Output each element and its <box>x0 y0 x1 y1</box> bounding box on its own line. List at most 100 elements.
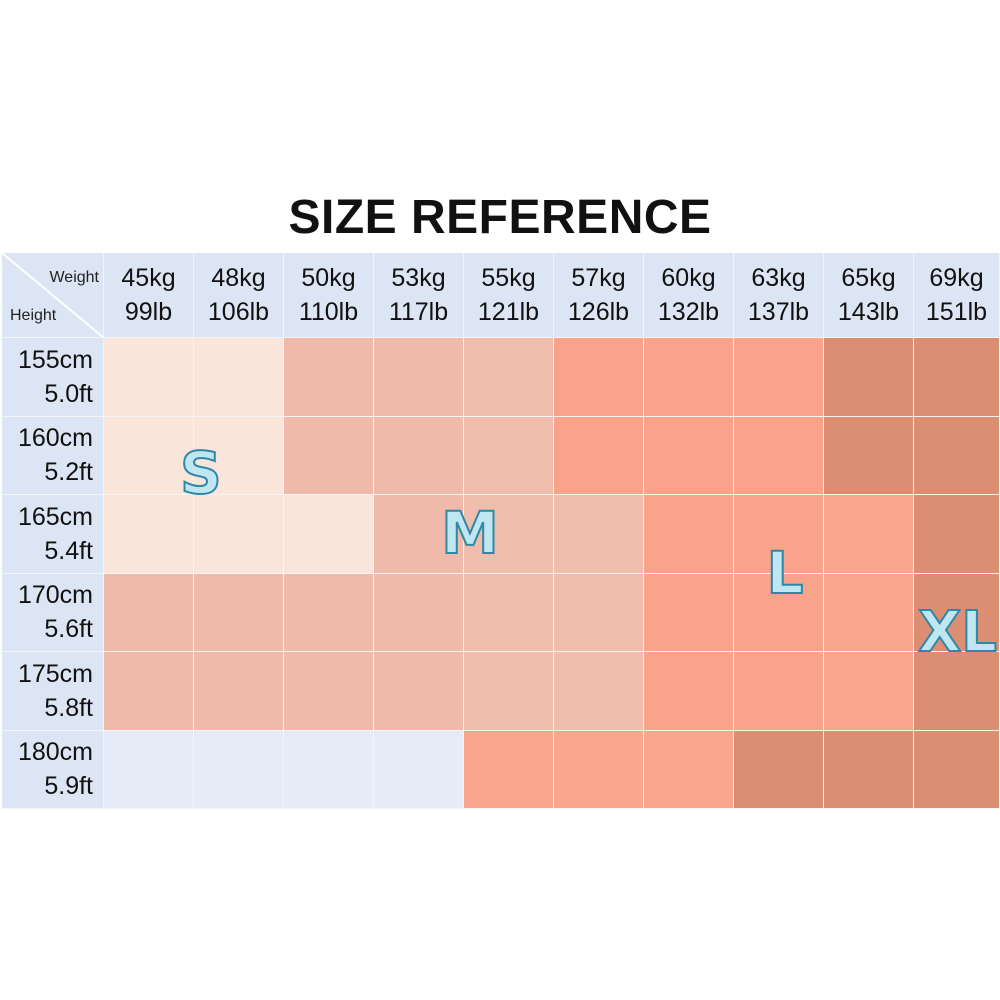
size-cell <box>914 652 1000 731</box>
weight-kg: 48kg <box>211 264 266 292</box>
weight-kg: 60kg <box>661 264 716 292</box>
size-cell <box>914 495 1000 574</box>
weight-header: 45kg 99lb <box>104 253 194 338</box>
weight-lb: 117lb <box>388 298 449 326</box>
size-cell <box>824 573 914 652</box>
size-cell <box>464 730 554 809</box>
weight-lb: 106lb <box>207 298 270 326</box>
size-cell <box>644 495 734 574</box>
size-cell <box>104 573 194 652</box>
height-ft: 5.0ft <box>44 379 93 408</box>
size-label: M <box>440 499 500 567</box>
size-cell <box>464 338 554 417</box>
size-cell <box>644 652 734 731</box>
height-ft: 5.6ft <box>44 615 93 644</box>
size-cell <box>374 652 464 731</box>
weight-kg: 69kg <box>929 264 984 292</box>
weight-lb: 99lb <box>124 298 173 326</box>
size-cell <box>374 338 464 417</box>
size-cell <box>464 416 554 495</box>
size-cell <box>284 338 374 417</box>
height-header: 180cm 5.9ft <box>2 730 104 809</box>
size-cell <box>734 730 824 809</box>
height-ft: 5.4ft <box>44 536 93 565</box>
height-axis-label: Height <box>10 307 57 324</box>
page-title: SIZE REFERENCE <box>288 191 712 244</box>
size-cell <box>644 573 734 652</box>
height-header: 175cm 5.8ft <box>2 652 104 731</box>
weight-kg: 50kg <box>301 264 356 292</box>
size-label: L <box>766 539 805 607</box>
size-cell <box>824 338 914 417</box>
weight-header: 48kg 106lb <box>194 253 284 338</box>
size-cell <box>194 416 284 495</box>
size-cell <box>554 338 644 417</box>
size-cell <box>734 573 824 652</box>
weight-lb: 151lb <box>925 298 988 326</box>
height-header: 170cm 5.6ft <box>2 573 104 652</box>
height-cm: 160cm <box>17 424 93 453</box>
weight-header: 55kg 121lb <box>464 253 554 338</box>
size-label: S <box>179 439 223 507</box>
size-cell <box>104 730 194 809</box>
size-cell <box>554 730 644 809</box>
size-cell <box>464 573 554 652</box>
size-cell <box>554 495 644 574</box>
size-cell <box>104 495 194 574</box>
size-cell <box>194 495 284 574</box>
size-cell <box>824 416 914 495</box>
size-label: XL <box>917 599 998 666</box>
size-cell <box>374 573 464 652</box>
size-cell <box>734 495 824 574</box>
weight-lb: 137lb <box>747 298 810 326</box>
size-cell <box>464 652 554 731</box>
weight-header: 63kg 137lb <box>734 253 824 338</box>
size-cell <box>734 338 824 417</box>
weight-header: 65kg 143lb <box>824 253 914 338</box>
size-cell <box>824 652 914 731</box>
size-cell <box>104 652 194 731</box>
height-ft: 5.2ft <box>44 458 93 487</box>
weight-axis-label: Weight <box>49 269 99 286</box>
size-cell <box>194 652 284 731</box>
size-cell <box>644 730 734 809</box>
height-ft: 5.8ft <box>44 693 93 722</box>
size-cell <box>824 730 914 809</box>
corner-header: Weight Height <box>2 253 104 338</box>
size-cell <box>284 652 374 731</box>
size-cell <box>284 495 374 574</box>
weight-lb: 132lb <box>657 298 720 326</box>
weight-lb: 121lb <box>477 298 540 326</box>
size-cell <box>284 730 374 809</box>
weight-kg: 53kg <box>391 264 446 292</box>
weight-header: 50kg 110lb <box>284 253 374 338</box>
weight-header: 53kg 117lb <box>374 253 464 338</box>
height-cm: 175cm <box>17 659 93 688</box>
size-cell <box>644 338 734 417</box>
height-header: 160cm 5.2ft <box>2 416 104 495</box>
size-cell <box>824 495 914 574</box>
height-cm: 165cm <box>17 502 93 531</box>
size-cell <box>194 338 284 417</box>
weight-lb: 126lb <box>567 298 630 326</box>
weight-kg: 63kg <box>751 264 806 292</box>
weight-header: 60kg 132lb <box>644 253 734 338</box>
size-cell <box>104 338 194 417</box>
height-cm: 170cm <box>17 581 93 610</box>
weight-kg: 57kg <box>571 264 626 292</box>
size-cell <box>914 416 1000 495</box>
size-cell <box>734 652 824 731</box>
size-cell <box>374 495 464 574</box>
weight-lb: 110lb <box>298 298 359 326</box>
size-cell <box>374 416 464 495</box>
weight-header: 57kg 126lb <box>554 253 644 338</box>
size-cell <box>914 338 1000 417</box>
size-cell <box>554 416 644 495</box>
size-cell <box>554 652 644 731</box>
height-cm: 155cm <box>17 345 93 374</box>
size-cell <box>734 416 824 495</box>
weight-header: 69kg 151lb <box>914 253 1000 338</box>
weight-lb: 143lb <box>837 298 900 326</box>
size-cell <box>104 416 194 495</box>
